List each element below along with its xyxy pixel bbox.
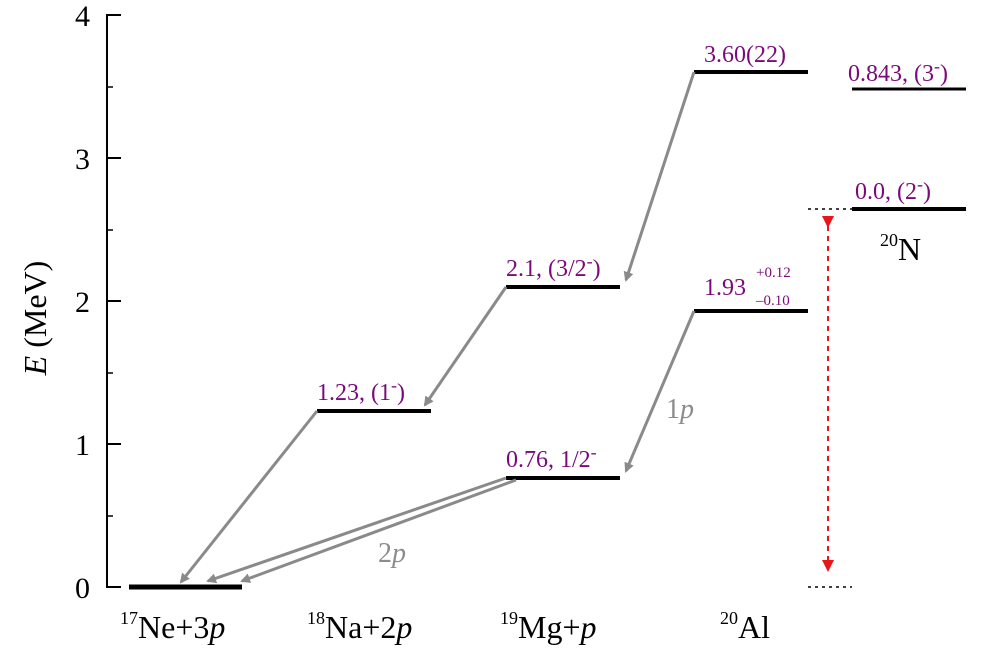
decay-arrow-mg19-gs-to-ne17-a — [206, 476, 507, 584]
category-label-mg19: 19Mg+p — [500, 608, 597, 645]
decay-arrow-al20-high-to-mg19-excited — [623, 71, 696, 282]
decay-arrow-al20-low-to-mg19-gs — [624, 310, 696, 473]
category-label-ne17: 17Ne+3p — [120, 608, 225, 645]
label-al20-low-plus: +0.12 — [756, 265, 791, 281]
y-tick-label-0: 0 — [75, 572, 90, 605]
nucleus-label-n20: 20N — [880, 230, 921, 267]
label-na18: 1.23, (1-) — [317, 375, 405, 406]
decay-arrows — [179, 71, 696, 584]
label-n20-excited: 0.843, (3-) — [848, 56, 948, 87]
y-axis: 0 1 2 3 4 E (MeV) — [17, 0, 121, 605]
label-mg19-gs: 0.76, 1/2- — [506, 442, 597, 473]
category-label-al20: 20Al — [720, 608, 770, 645]
energy-levels — [129, 70, 966, 590]
decay-arrow-mg19-gs-to-ne17-b — [240, 478, 517, 583]
decay-arrow-na18-to-ne17 — [179, 410, 319, 584]
label-al20-low: 1.93 — [704, 275, 746, 301]
label-n20-gs: 0.0, (2-) — [855, 174, 931, 205]
label-al20-high: 3.60(22) — [704, 42, 786, 68]
y-axis-title: E (MeV) — [17, 261, 53, 377]
category-label-na18: 18Na+2p — [307, 608, 412, 645]
decay-label-2p: 2p — [378, 538, 406, 569]
y-tick-label-3: 3 — [75, 143, 90, 176]
label-mg19-excited: 2.1, (3/2-) — [506, 251, 601, 282]
category-labels: 17Ne+3p 18Na+2p 19Mg+p 20Al — [120, 608, 770, 645]
decay-label-1p: 1p — [666, 394, 694, 425]
level-labels: 1.23, (1-) 0.76, 1/2- 2.1, (3/2-) 1.93 +… — [317, 42, 948, 473]
y-tick-label-1: 1 — [75, 429, 90, 462]
y-tick-label-2: 2 — [75, 286, 90, 319]
energy-shift-indicator — [808, 208, 852, 588]
decay-arrow-mg19-excited-to-na18 — [423, 286, 508, 407]
y-tick-label-4: 4 — [75, 0, 90, 33]
label-al20-low-minus: –0.10 — [755, 293, 790, 309]
